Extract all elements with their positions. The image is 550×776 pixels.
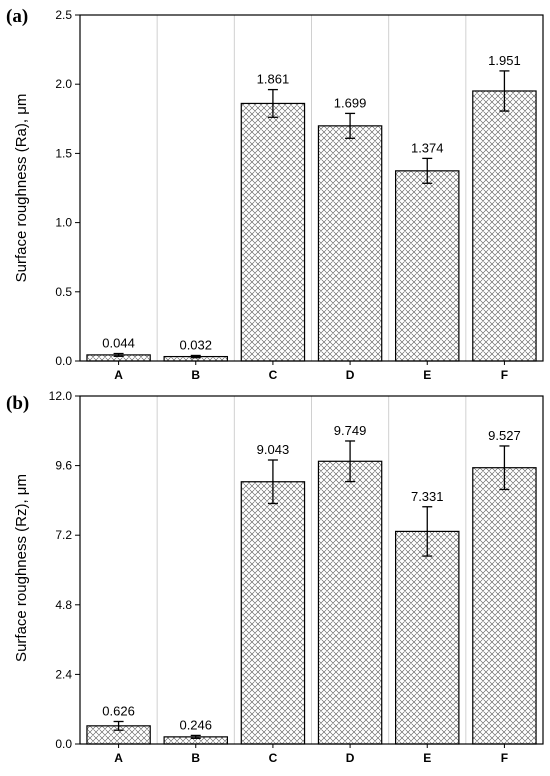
value-label-b: 0.246 xyxy=(179,717,212,732)
value-label-b: 9.749 xyxy=(334,423,367,438)
bar-a-F xyxy=(472,90,537,362)
y-tick-label-b: 9.6 xyxy=(55,459,72,473)
x-tick-label-a: E xyxy=(423,368,431,382)
value-label-a: 1.861 xyxy=(257,72,290,87)
plot-frame-b xyxy=(79,395,544,745)
y-tick-label-a: 1.5 xyxy=(55,146,72,160)
plot-area-a: 0.0 0.5 1.0 1.5 2.0 2.5 0.044 A 0.032 B 1.861 C 1.69… xyxy=(55,8,544,382)
chart-panel-b: (b) Surface roughness (Rz), μm 0.0 2.4 4.8… xyxy=(6,389,544,765)
y-axis-label-a: Surface roughness (Ra), μm xyxy=(13,94,30,283)
bar-a-C xyxy=(240,102,306,362)
x-tick-label-a: F xyxy=(501,368,508,382)
panel-label-a: (a) xyxy=(6,6,28,27)
y-tick-label-a: 0.0 xyxy=(55,354,72,368)
x-tick-label-a: D xyxy=(346,368,355,382)
y-tick-label-b: 0.0 xyxy=(55,737,72,751)
y-tick-label-a: 2.5 xyxy=(55,8,72,22)
bar-b-F xyxy=(472,467,537,745)
y-tick-label-b: 4.8 xyxy=(55,598,72,612)
x-tick-label-a: B xyxy=(191,368,200,382)
x-tick-label-b: C xyxy=(269,751,278,765)
value-label-a: 1.951 xyxy=(488,53,521,68)
bar-b-E xyxy=(395,530,460,745)
x-tick-label-a: A xyxy=(114,368,123,382)
panel-label-b: (b) xyxy=(6,393,29,414)
y-axis-label-b: Surface roughness (Rz), μm xyxy=(13,474,30,662)
bar-a-E xyxy=(395,170,460,362)
x-tick-label-b: F xyxy=(501,751,508,765)
x-tick-label-a: C xyxy=(269,368,278,382)
chart-panel-a: (a) Surface roughness (Ra), μm 0.0 0.5 1.0… xyxy=(6,6,544,382)
bar-b-C xyxy=(240,481,306,745)
value-label-b: 7.331 xyxy=(411,489,444,504)
bar-b-D xyxy=(317,460,383,745)
y-tick-label-a: 2.0 xyxy=(55,77,72,91)
y-tick-label-b: 12.0 xyxy=(49,389,73,403)
value-label-a: 1.374 xyxy=(411,140,444,155)
bar-a-D xyxy=(317,125,383,362)
x-tick-label-b: D xyxy=(346,751,355,765)
value-label-a: 1.699 xyxy=(334,95,367,110)
plot-area-b: 0.0 2.4 4.8 7.2 9.6 12.0 0.626 A 0.246 B 9.043 C 9.7… xyxy=(49,389,544,765)
value-label-b: 9.043 xyxy=(257,442,290,457)
x-tick-label-b: A xyxy=(114,751,123,765)
y-tick-label-a: 0.5 xyxy=(55,285,72,299)
x-tick-label-b: E xyxy=(423,751,431,765)
value-label-a: 0.032 xyxy=(179,337,212,352)
value-label-b: 0.626 xyxy=(102,703,135,718)
value-label-a: 0.044 xyxy=(102,336,135,351)
y-tick-label-b: 7.2 xyxy=(55,528,72,542)
y-tick-label-a: 1.0 xyxy=(55,216,72,230)
plot-frame-a xyxy=(79,14,544,362)
y-tick-label-b: 2.4 xyxy=(55,667,72,681)
value-label-b: 9.527 xyxy=(488,428,521,443)
x-tick-label-b: B xyxy=(191,751,200,765)
